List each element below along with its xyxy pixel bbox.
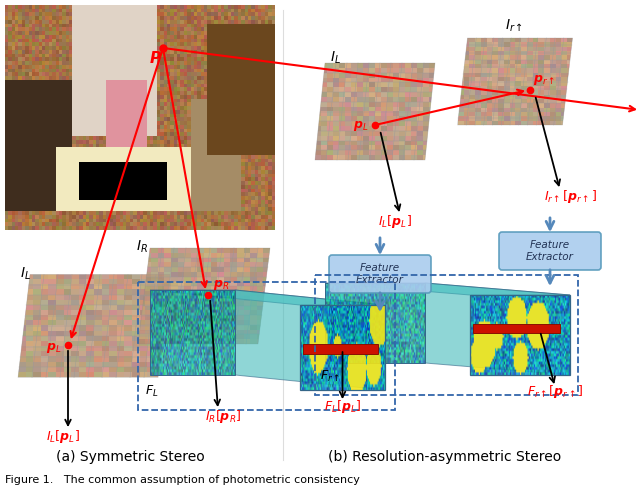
Text: $F_L[\boldsymbol{p}_L]$: $F_L[\boldsymbol{p}_L]$: [324, 398, 361, 415]
Text: (a) Symmetric Stereo: (a) Symmetric Stereo: [56, 450, 204, 464]
Text: $I_R$: $I_R$: [136, 239, 148, 255]
Text: Figure 1.   The common assumption of photometric consistency: Figure 1. The common assumption of photo…: [5, 475, 360, 485]
FancyBboxPatch shape: [329, 255, 431, 293]
Text: $I_L[\boldsymbol{p}_L]$: $I_L[\boldsymbol{p}_L]$: [378, 213, 412, 230]
Text: $I_{r\uparrow}[\boldsymbol{p}_{r\uparrow}]$: $I_{r\uparrow}[\boldsymbol{p}_{r\uparrow…: [543, 188, 596, 205]
Text: $I_{r\uparrow}$: $I_{r\uparrow}$: [505, 18, 523, 34]
Text: Feature
Extractor: Feature Extractor: [356, 263, 404, 285]
Bar: [138, 282, 395, 410]
Text: $I_R[\boldsymbol{p}_R]$: $I_R[\boldsymbol{p}_R]$: [205, 408, 241, 425]
Polygon shape: [325, 283, 570, 295]
Polygon shape: [458, 38, 573, 125]
Polygon shape: [18, 274, 170, 378]
Polygon shape: [138, 248, 270, 344]
Text: Feature
Extractor: Feature Extractor: [526, 240, 574, 262]
Text: $I_L[\boldsymbol{p}_L]$: $I_L[\boldsymbol{p}_L]$: [46, 428, 80, 445]
Polygon shape: [425, 283, 570, 375]
Text: $\boldsymbol{P}$: $\boldsymbol{P}$: [149, 50, 162, 66]
Text: $I_L$: $I_L$: [330, 50, 341, 66]
Text: $\boldsymbol{p}_L$: $\boldsymbol{p}_L$: [46, 341, 61, 355]
Bar: [315, 275, 578, 395]
Text: $I_L$: $I_L$: [20, 265, 31, 282]
Text: $\boldsymbol{p}_R$: $\boldsymbol{p}_R$: [213, 278, 230, 292]
Bar: [303, 344, 378, 354]
Polygon shape: [235, 290, 385, 390]
Text: $F_L$: $F_L$: [145, 384, 159, 399]
Text: (b) Resolution-asymmetric Stereo: (b) Resolution-asymmetric Stereo: [328, 450, 562, 464]
Polygon shape: [315, 63, 435, 160]
Polygon shape: [150, 290, 385, 305]
Text: $\boldsymbol{p}_{r\uparrow}$: $\boldsymbol{p}_{r\uparrow}$: [533, 73, 555, 87]
Bar: [473, 324, 560, 333]
Text: $F_{r\uparrow}$: $F_{r\uparrow}$: [320, 369, 340, 384]
FancyBboxPatch shape: [499, 232, 601, 270]
Text: $\boldsymbol{p}_L$: $\boldsymbol{p}_L$: [353, 119, 369, 133]
Text: $F_{r\uparrow}[\boldsymbol{p}_{r\uparrow}]$: $F_{r\uparrow}[\boldsymbol{p}_{r\uparrow…: [527, 383, 583, 400]
